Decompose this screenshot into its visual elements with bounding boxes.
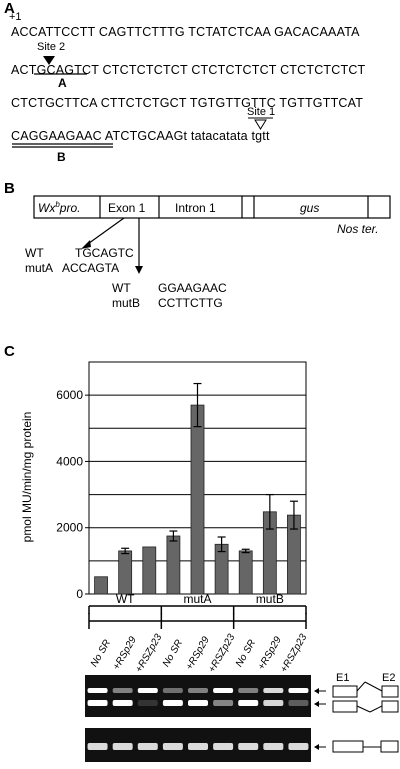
mutb-arrow-head-icon xyxy=(135,266,143,274)
muta-arrow-head-icon xyxy=(81,240,91,249)
muta-arrow xyxy=(84,217,125,247)
intron1-label: Intron 1 xyxy=(175,201,216,215)
group-label: mutB xyxy=(256,592,284,606)
region-a-label: A xyxy=(58,76,67,90)
region-b-label: B xyxy=(57,150,66,164)
exon1-label: Exon 1 xyxy=(108,201,146,215)
sequence-line-4: CAGGAAGAAC ATCTGCAAGt tatacatata tgtt xyxy=(11,129,270,143)
panel-a-letter: A xyxy=(4,0,15,17)
gel-band-spliced xyxy=(213,700,234,706)
site1-label: Site 1 xyxy=(247,106,276,118)
gel-band-spliced xyxy=(263,700,284,706)
sequence-line-3: CTCTGCTTCA CTTCTCTGCT TGTGTTGTTC TGTTGTT… xyxy=(11,96,364,110)
bar xyxy=(94,576,108,595)
mutb-seq: CCTTCTTG xyxy=(158,296,223,310)
site2-label: Site 2 xyxy=(37,41,66,53)
gel-band-spliced xyxy=(87,700,108,706)
gel-band-unspliced xyxy=(213,688,234,693)
splice-diagram xyxy=(332,681,399,753)
gus-label: gus xyxy=(300,201,320,215)
gel-band-unspliced xyxy=(188,688,208,693)
gel-band-unspliced xyxy=(263,688,284,693)
exon2-box-2 xyxy=(381,700,399,713)
panel-c-letter: C xyxy=(4,343,15,360)
plus-one-marker: +1 xyxy=(9,11,22,23)
exon1-box-3 xyxy=(332,740,364,753)
y-tick-label: 4000 xyxy=(56,454,83,468)
wt-seq-a: TGCAGTC xyxy=(75,246,134,260)
gel-band-control xyxy=(188,743,208,750)
gel-band-control xyxy=(288,743,309,750)
panel-b-letter: B xyxy=(4,180,15,197)
e2-label: E2 xyxy=(382,672,396,684)
gel-band-unspliced xyxy=(137,688,158,693)
sequence-line-1: ACCATTCCTT CAGTTCTTTG TCTATCTCAA GACACAA… xyxy=(11,25,360,39)
y-tick-label: 0 xyxy=(76,587,83,601)
gel-band-control xyxy=(112,743,133,750)
construct-diagram xyxy=(33,195,391,274)
exon1-box-2 xyxy=(332,700,358,713)
gel-band-control xyxy=(87,743,108,750)
sequence-line-2: ACTGCAGTCT CTCTCTCTCT CTCTCTCTCT CTCTCTC… xyxy=(11,63,366,77)
gel-band-control xyxy=(238,743,259,750)
gel-band-unspliced xyxy=(87,688,108,693)
gel-band-control xyxy=(137,743,158,750)
site2-arrow-icon xyxy=(43,56,55,65)
panel-a-annotations xyxy=(12,56,273,148)
gel-top xyxy=(85,675,311,717)
exon2-box xyxy=(381,685,399,698)
gel-band-spliced xyxy=(137,700,158,706)
y-tick-label: 6000 xyxy=(56,388,83,402)
band-arrows xyxy=(314,688,326,750)
gel-band-control xyxy=(162,743,183,750)
group-label: mutA xyxy=(183,592,211,606)
nos-terminator-label: Nos ter. xyxy=(337,222,379,236)
mutb-label: mutB xyxy=(112,296,141,310)
muta-label: mutA xyxy=(25,261,54,275)
y-tick-label: 2000 xyxy=(56,521,83,535)
exon2-box-3 xyxy=(380,740,399,753)
gel-band-spliced xyxy=(238,700,259,706)
wt-label-b: WT xyxy=(112,281,131,295)
gel-band-spliced xyxy=(112,700,133,706)
gel-band-unspliced xyxy=(288,688,309,693)
gel-band-spliced xyxy=(188,700,208,706)
bar xyxy=(142,546,157,595)
gel-band-unspliced xyxy=(162,688,183,693)
group-label: WT xyxy=(116,592,135,606)
gel-band-unspliced xyxy=(238,688,259,693)
promoter-label: Wxbpro. xyxy=(38,200,81,215)
gel-band-control xyxy=(213,743,234,750)
gel-band-spliced xyxy=(288,700,309,706)
gel-band-spliced xyxy=(162,700,183,706)
gel-band-control xyxy=(263,743,284,750)
muta-seq: ACCAGTA xyxy=(62,261,120,275)
exon1-box xyxy=(332,685,358,698)
construct-outline xyxy=(33,195,391,219)
site1-arrow-icon xyxy=(254,119,267,130)
wt-label-a: WT xyxy=(25,246,44,260)
wt-seq-b: GGAAGAAC xyxy=(158,281,227,295)
gel-band-unspliced xyxy=(112,688,133,693)
e1-label: E1 xyxy=(336,672,350,684)
